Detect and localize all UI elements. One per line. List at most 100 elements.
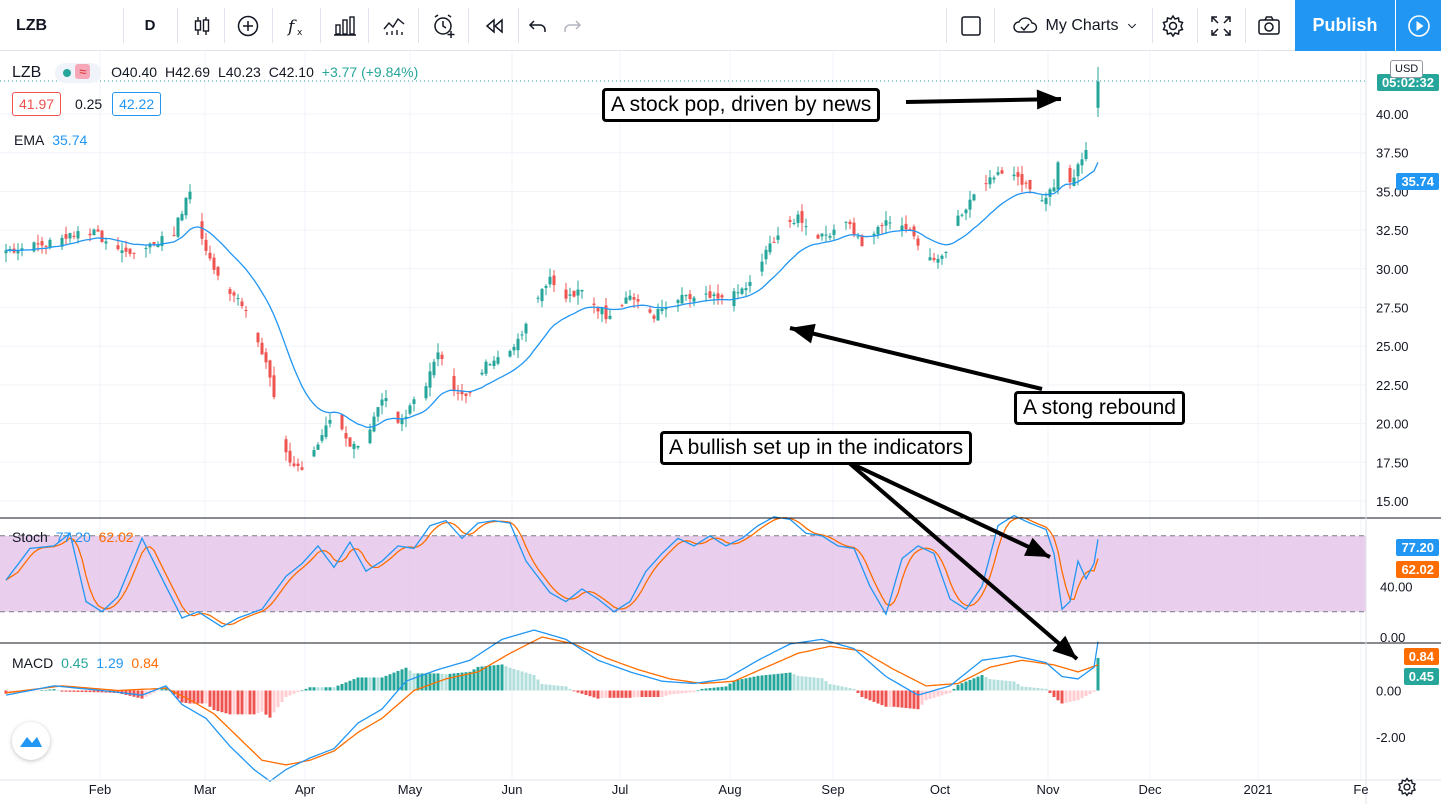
redo-button[interactable] bbox=[556, 0, 588, 51]
candle-body bbox=[888, 222, 892, 224]
currency-label[interactable]: USD bbox=[1390, 60, 1424, 78]
candle-body bbox=[636, 299, 640, 302]
candle-body bbox=[632, 297, 636, 300]
macd-histogram-bar bbox=[848, 688, 852, 691]
candle-body bbox=[1048, 189, 1052, 197]
status-dot-icon bbox=[63, 69, 72, 77]
scale-settings-button[interactable] bbox=[1396, 776, 1418, 803]
ema-price-label: 35.74 bbox=[1396, 173, 1439, 190]
macd-histogram-bar bbox=[188, 690, 192, 704]
candle-body bbox=[316, 444, 320, 450]
macd-histogram-bar bbox=[424, 673, 428, 691]
macd-histogram-bar bbox=[408, 670, 412, 691]
macd-histogram-bar bbox=[356, 677, 360, 691]
candle-body bbox=[736, 292, 740, 294]
candle-body bbox=[928, 257, 932, 261]
macd-histogram-bar bbox=[784, 673, 788, 691]
candle-body bbox=[816, 234, 820, 239]
stoch-label: Stoch bbox=[12, 529, 48, 545]
replay-button[interactable] bbox=[376, 0, 412, 51]
macd-histogram-bar bbox=[812, 677, 816, 691]
macd-histogram-bar bbox=[588, 690, 592, 697]
tradingview-logo[interactable] bbox=[12, 722, 50, 760]
macd-histogram-bar bbox=[992, 679, 996, 691]
macd-histogram-bar bbox=[264, 690, 268, 715]
price-tick-label: 17.50 bbox=[1376, 455, 1409, 470]
candle-body bbox=[796, 214, 800, 224]
publish-label: Publish bbox=[1312, 15, 1378, 35]
toolbar-divider bbox=[994, 8, 995, 43]
legend-eye-toggle[interactable]: ≈ bbox=[55, 63, 102, 83]
macd-histogram-bar bbox=[892, 690, 896, 707]
macd-histogram-bar bbox=[872, 690, 876, 702]
my-charts-button[interactable]: My Charts bbox=[1000, 0, 1150, 51]
last-price-label: 05:02:32 bbox=[1376, 74, 1439, 91]
toolbar-divider bbox=[1197, 8, 1198, 43]
candle-body bbox=[652, 315, 656, 319]
candle-body bbox=[264, 352, 268, 363]
chart-area[interactable]: 15.00 17.50 20.00 22.50 25.00 27.50 30.00 32.50… bbox=[0, 51, 1441, 804]
candle-body bbox=[536, 297, 540, 299]
macd-histogram-bar bbox=[300, 690, 304, 692]
candle-body bbox=[960, 214, 964, 216]
macd-histogram-bar bbox=[776, 673, 780, 691]
alert-button[interactable] bbox=[426, 0, 462, 51]
templates-button[interactable] bbox=[327, 0, 363, 51]
macd-histogram-bar bbox=[248, 690, 252, 715]
candle-body bbox=[1052, 187, 1056, 192]
candle-body bbox=[396, 411, 400, 423]
macd-histogram-bar bbox=[660, 690, 664, 698]
add-compare-icon bbox=[237, 15, 259, 36]
macd-histogram-bar bbox=[740, 679, 744, 691]
symbol-search-button[interactable]: LZB bbox=[0, 0, 120, 51]
candle-body bbox=[208, 252, 212, 259]
macd-histogram-bar bbox=[404, 667, 408, 691]
candle-body bbox=[576, 289, 580, 296]
macd-histogram-bar bbox=[996, 679, 1000, 691]
candle-body bbox=[620, 305, 624, 307]
macd-histogram-bar bbox=[84, 690, 88, 693]
candle-body bbox=[432, 361, 436, 376]
macd-histogram-bar bbox=[320, 687, 324, 691]
chart-type-button[interactable] bbox=[184, 0, 220, 51]
time-axis[interactable]: Feb Mar Apr May Jun Jul Aug Sep Oct Nov Dec 2021 Fe bbox=[89, 782, 1369, 797]
snapshot-button[interactable] bbox=[1251, 0, 1287, 51]
candle-body bbox=[368, 429, 372, 444]
compare-button[interactable] bbox=[230, 0, 266, 51]
macd-histogram-bar bbox=[192, 690, 196, 704]
settings-button[interactable] bbox=[1155, 0, 1191, 51]
macd-histogram-bar bbox=[348, 680, 352, 691]
macd-histogram-bar bbox=[420, 673, 424, 691]
candle-body bbox=[1056, 162, 1060, 190]
undo-button[interactable] bbox=[522, 0, 554, 51]
macd-histogram-bar bbox=[1032, 687, 1036, 691]
macd-histogram-bar bbox=[296, 690, 300, 693]
macd-histogram-bar bbox=[780, 673, 784, 691]
publish-button[interactable]: Publish bbox=[1295, 0, 1395, 51]
macd-legend: MACD 0.45 1.29 0.84 bbox=[12, 655, 163, 671]
macd-histogram-bar bbox=[724, 686, 728, 691]
layout-button[interactable] bbox=[953, 0, 989, 51]
macd-histogram-bar bbox=[792, 674, 796, 691]
rewind-button[interactable] bbox=[476, 0, 512, 51]
candle-body bbox=[128, 248, 132, 254]
macd-histogram-bar bbox=[40, 690, 44, 691]
macd-histogram-bar bbox=[552, 685, 556, 691]
macd-histogram-bar bbox=[760, 675, 764, 691]
ema-label: EMA bbox=[14, 132, 45, 148]
macd-histogram-bar bbox=[268, 690, 272, 718]
play-button[interactable] bbox=[1396, 0, 1441, 51]
price-axis[interactable]: 15.00 17.50 20.00 22.50 25.00 27.50 30.00 32.50… bbox=[1376, 107, 1413, 745]
macd-histogram-bar bbox=[1008, 681, 1012, 691]
interval-button[interactable]: D bbox=[128, 0, 172, 51]
macd-histogram-bar bbox=[756, 675, 760, 691]
toolbar-divider bbox=[224, 8, 225, 43]
bid-box[interactable]: 41.97 bbox=[12, 92, 62, 116]
camera-icon bbox=[1258, 15, 1280, 35]
ask-box[interactable]: 42.22 bbox=[112, 92, 162, 116]
candle-body bbox=[404, 416, 408, 419]
fullscreen-button[interactable] bbox=[1203, 0, 1239, 51]
macd-histogram-bar bbox=[464, 672, 468, 691]
macd-price-label-a: 0.84 bbox=[1403, 648, 1439, 665]
